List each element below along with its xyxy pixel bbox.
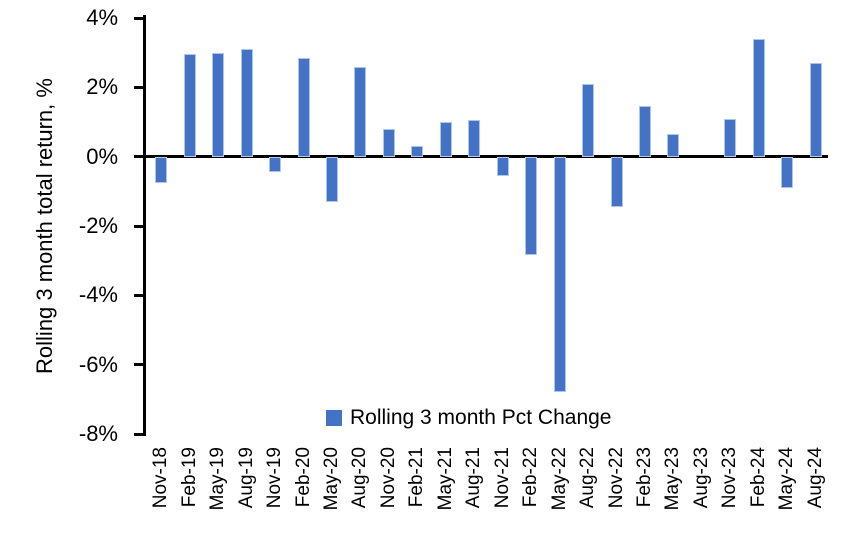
y-tick-label: -4% [78,282,118,308]
bar-May-20 [325,156,338,202]
x-tick-label: Feb-23 [634,447,656,508]
y-tick-mark [134,432,144,436]
x-tick-label: May-21 [434,447,456,511]
x-tick-label: Feb-22 [520,447,542,508]
y-tick-mark [134,363,144,367]
x-tick-label: Feb-24 [747,447,769,508]
legend-label: Rolling 3 month Pct Change [350,406,612,429]
x-tick-label: Aug-22 [577,447,599,509]
bar-Aug-24 [809,63,822,157]
x-tick-label: May-19 [207,447,229,511]
x-tick-label: Nov-21 [491,447,513,509]
x-tick-label: Nov-23 [719,447,741,509]
x-tick-label: May-20 [320,447,342,511]
bar-May-23 [667,134,680,157]
bar-Feb-22 [525,156,538,256]
y-tick-mark [134,293,144,297]
bar-May-24 [781,156,794,188]
x-tick-label: Nov-19 [264,447,286,509]
y-axis-line [143,15,146,436]
bar-May-21 [439,122,452,157]
x-tick-label: Nov-18 [150,447,172,509]
bar-May-19 [212,52,225,157]
x-tick-label: Feb-21 [406,447,428,508]
y-tick-label: -2% [78,213,118,238]
x-tick-label: Nov-22 [605,447,627,509]
y-tick-label: -6% [78,351,118,377]
bar-May-22 [553,156,566,393]
bar-Nov-23 [724,118,737,157]
x-tick-label: Aug-21 [463,447,485,509]
y-tick-label: 2% [86,74,118,100]
bar-Feb-24 [752,38,765,157]
bar-Nov-21 [496,156,509,176]
y-tick-mark [134,85,144,89]
x-tick-label: Feb-19 [178,447,200,508]
bar-Aug-20 [354,66,367,157]
bar-Feb-19 [183,54,196,157]
bar-Nov-22 [610,156,623,207]
bar-Nov-18 [155,156,168,183]
bar-Feb-21 [411,146,424,157]
bar-Feb-23 [639,106,652,157]
bar-Nov-19 [269,156,282,173]
bar-Aug-21 [468,120,481,157]
legend-swatch [326,410,342,426]
y-tick-label: 4% [86,5,118,30]
y-tick-mark [134,224,144,228]
y-tick-mark [134,155,144,159]
x-tick-label: Nov-20 [377,447,399,509]
bar-Aug-19 [240,49,253,157]
x-tick-label: Aug-23 [690,447,712,509]
x-tick-label: Aug-24 [804,447,826,509]
x-tick-label: May-23 [662,447,684,511]
x-tick-label: Aug-19 [235,447,257,509]
bar-Feb-20 [297,57,310,157]
bar-Aug-22 [582,83,595,157]
y-tick-label: 0% [86,143,118,169]
y-tick-label: -8% [78,421,118,446]
legend: Rolling 3 month Pct Change [326,406,612,429]
bar-Nov-20 [382,128,395,157]
x-tick-label: Feb-20 [292,447,314,508]
x-axis-zero-line [145,155,828,159]
x-tick-label: Aug-20 [349,447,371,509]
x-tick-label: May-24 [776,447,798,511]
x-tick-label: May-22 [548,447,570,511]
y-tick-mark [134,16,144,20]
